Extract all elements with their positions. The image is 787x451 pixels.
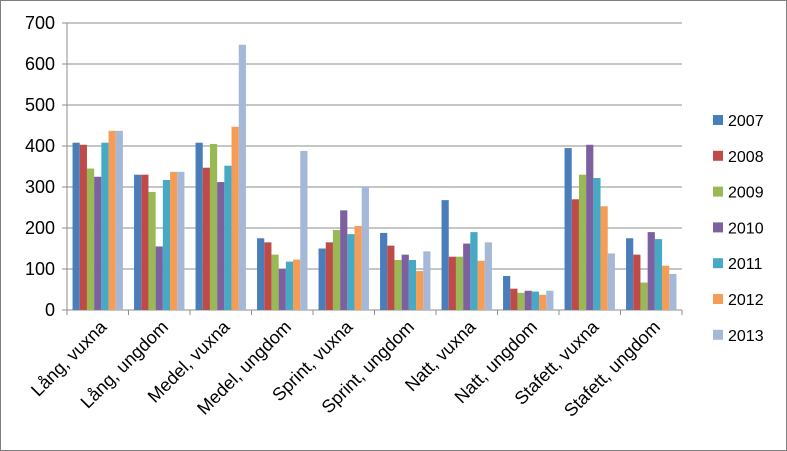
bar-2010 (155, 246, 163, 310)
bar-2010 (463, 243, 471, 310)
y-tick-labels: 0 100 200 300 400 500 600 700 (25, 13, 55, 320)
bar-2008 (571, 199, 579, 310)
bar-2008 (387, 245, 395, 310)
bar-2008 (264, 242, 272, 310)
bar-2013 (115, 130, 123, 310)
y-tick-label: 100 (25, 259, 55, 279)
bar-2011 (531, 291, 540, 310)
bar-2010 (401, 254, 409, 310)
bar-2010 (524, 290, 532, 310)
bar-2008 (79, 144, 87, 310)
bar-2013 (484, 242, 492, 310)
bar-2011 (347, 234, 355, 310)
bar-2010 (217, 182, 225, 310)
bar-2013 (607, 253, 615, 310)
bar-2012 (108, 130, 116, 310)
legend-swatch (713, 222, 723, 233)
bar-2013 (300, 150, 308, 310)
bars (72, 44, 677, 310)
bar-2012 (600, 206, 608, 310)
bar-2010 (278, 269, 286, 310)
bar-2011 (654, 239, 663, 310)
bar-2008 (448, 256, 456, 310)
bar-2011 (101, 142, 109, 310)
legend-label: 2008 (728, 149, 764, 166)
bar-2012 (293, 259, 301, 310)
bar-2012 (539, 294, 547, 310)
bar-2013 (546, 290, 554, 310)
bar-2007 (503, 275, 511, 310)
legend-label: 2013 (728, 328, 764, 345)
bar-2012 (477, 260, 485, 310)
bar-2012 (354, 225, 362, 310)
y-tick-label: 400 (25, 136, 55, 156)
y-tick-label: 300 (25, 177, 55, 197)
bar-2010 (647, 232, 655, 310)
legend-label: 2007 (728, 113, 764, 130)
legend-label: 2012 (728, 292, 764, 309)
bar-2009 (455, 256, 464, 310)
bar-2007 (380, 232, 388, 310)
legend-swatch (713, 329, 723, 340)
legend: 2007 2008 2009 2010 2011 2012 2013 (713, 113, 764, 345)
bar-2010 (94, 176, 102, 310)
legend-swatch (713, 115, 723, 125)
bar-2009 (394, 259, 402, 310)
bar-2007 (134, 174, 142, 310)
legend-swatch (713, 186, 723, 197)
legend-swatch (713, 294, 723, 304)
bar-2007 (626, 238, 634, 310)
y-tick-label: 0 (45, 300, 55, 320)
y-tick-label: 200 (25, 218, 55, 238)
bar-2009 (332, 230, 341, 310)
bar-2011 (224, 165, 232, 310)
bar-2008 (325, 242, 333, 310)
bar-2013 (361, 186, 369, 310)
bar-2007 (318, 248, 326, 310)
bar-2008 (202, 167, 210, 310)
y-tick-label: 700 (25, 13, 55, 33)
legend-label: 2010 (728, 220, 764, 237)
bar-2007 (441, 200, 449, 310)
bar-2013 (177, 171, 185, 310)
bar-2013 (423, 251, 431, 310)
legend-label: 2011 (728, 256, 763, 273)
bar-2010 (340, 210, 348, 310)
bar-2012 (231, 126, 239, 310)
legend-label: 2009 (728, 185, 764, 202)
y-tick-label: 600 (25, 54, 55, 74)
bar-2012 (170, 171, 178, 310)
bar-2011 (162, 180, 171, 310)
bar-2011 (593, 177, 601, 310)
bar-2011 (408, 259, 417, 310)
bar-2013 (238, 44, 246, 310)
bar-2008 (510, 288, 518, 310)
bar-2009 (86, 168, 95, 310)
bar-2011 (470, 232, 478, 310)
bar-2012 (662, 265, 670, 310)
bar-2010 (586, 144, 594, 310)
y-tick-label: 500 (25, 95, 55, 115)
bar-2008 (633, 254, 641, 310)
bar-2007 (195, 142, 203, 310)
bar-2007 (72, 142, 80, 310)
bar-2008 (141, 174, 149, 310)
bar-2009 (517, 292, 525, 310)
bar-2007 (257, 238, 265, 310)
legend-swatch (713, 150, 723, 161)
bar-2011 (285, 261, 294, 310)
bar-2013 (669, 273, 677, 310)
bar-2007 (564, 148, 572, 310)
bar-2009 (578, 174, 587, 310)
bar-2012 (416, 271, 424, 310)
bar-2009 (640, 282, 648, 310)
legend-swatch (713, 258, 723, 269)
bar-2009 (209, 143, 218, 310)
bar-2009 (271, 254, 279, 310)
bar-2009 (148, 191, 156, 310)
